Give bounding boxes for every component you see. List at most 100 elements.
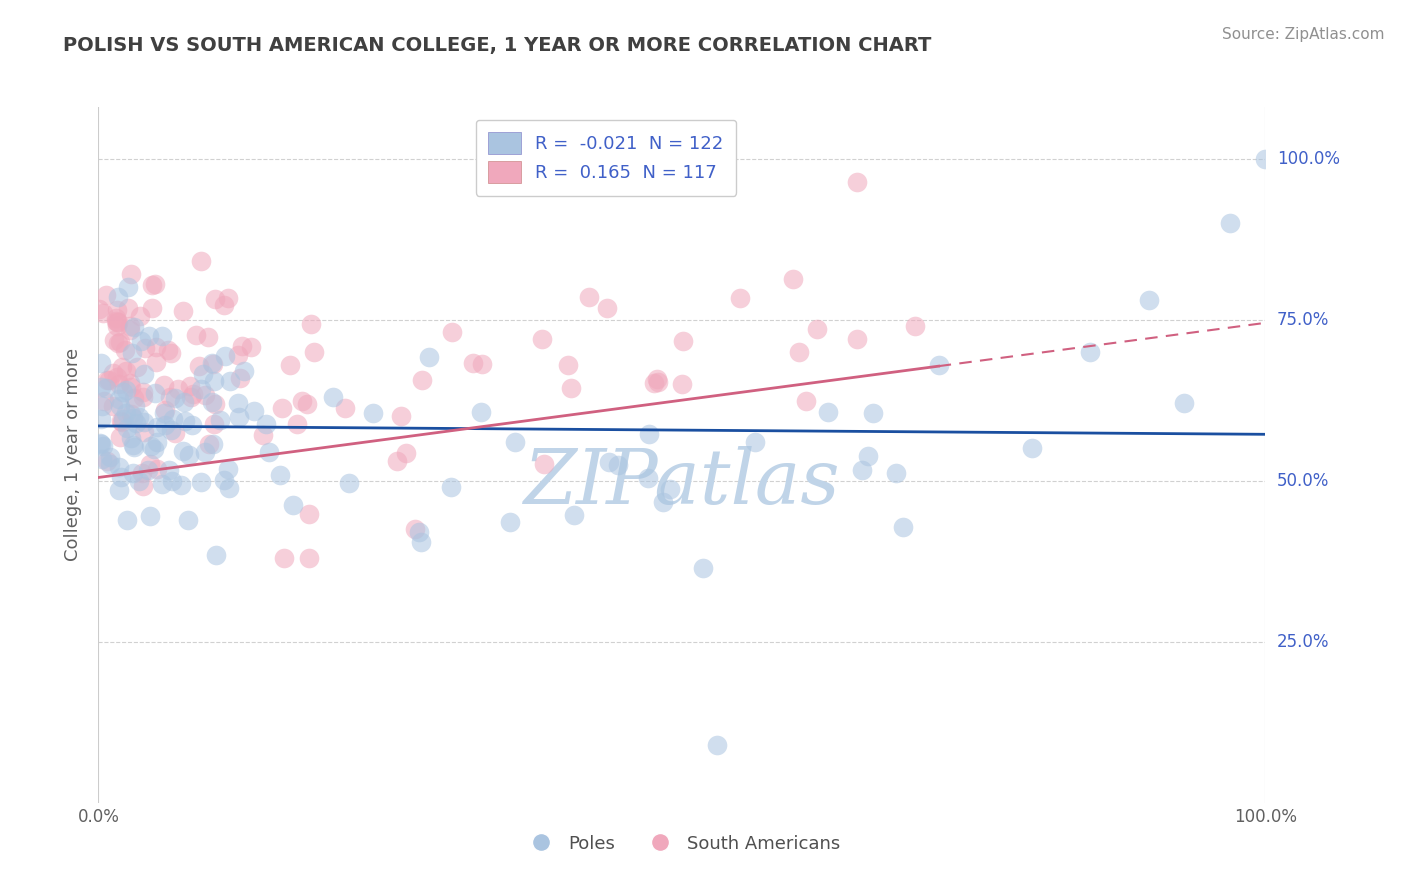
Point — [229, 370, 252, 384]
Y-axis label: College, 1 year or more: College, 1 year or more — [65, 349, 83, 561]
Point — [194, 388, 217, 402]
Point — [156, 343, 179, 357]
Point — [408, 524, 430, 539]
Point — [440, 325, 463, 339]
Point — [90, 437, 112, 451]
Point — [143, 385, 166, 400]
Point — [107, 315, 129, 329]
Point — [150, 476, 173, 491]
Point — [285, 417, 308, 431]
Point — [110, 470, 132, 484]
Point — [115, 421, 138, 435]
Point — [228, 410, 250, 425]
Point — [122, 440, 145, 454]
Point — [129, 334, 152, 349]
Point — [103, 366, 125, 380]
Point — [295, 397, 318, 411]
Point — [361, 406, 384, 420]
Point — [787, 344, 810, 359]
Point — [188, 359, 211, 374]
Point — [659, 482, 682, 496]
Point — [239, 340, 262, 354]
Point — [128, 474, 150, 488]
Point — [143, 442, 166, 457]
Text: POLISH VS SOUTH AMERICAN COLLEGE, 1 YEAR OR MORE CORRELATION CHART: POLISH VS SOUTH AMERICAN COLLEGE, 1 YEAR… — [63, 36, 932, 54]
Point — [160, 346, 183, 360]
Point — [530, 332, 553, 346]
Point — [928, 358, 950, 372]
Point — [120, 267, 142, 281]
Point — [862, 406, 884, 420]
Point — [128, 410, 150, 425]
Point — [299, 318, 322, 332]
Point — [193, 444, 215, 458]
Point — [322, 390, 344, 404]
Point — [90, 356, 112, 370]
Point — [105, 315, 128, 329]
Point — [108, 459, 131, 474]
Point — [115, 513, 138, 527]
Point — [111, 360, 134, 375]
Text: ZIPatlas: ZIPatlas — [523, 446, 841, 520]
Point — [112, 384, 135, 399]
Point — [337, 475, 360, 490]
Point — [114, 343, 136, 358]
Point — [212, 473, 235, 487]
Point — [145, 340, 167, 354]
Point — [202, 417, 225, 431]
Point — [169, 477, 191, 491]
Point — [884, 466, 907, 480]
Point — [115, 383, 138, 397]
Point — [131, 390, 153, 404]
Point — [470, 404, 492, 418]
Point — [252, 427, 274, 442]
Point — [806, 322, 828, 336]
Point — [254, 417, 277, 432]
Point — [125, 359, 148, 374]
Point — [204, 292, 226, 306]
Point — [596, 301, 619, 315]
Point — [218, 481, 240, 495]
Point — [160, 423, 183, 437]
Point — [118, 323, 141, 337]
Point — [145, 355, 167, 369]
Point — [108, 392, 131, 406]
Point — [108, 399, 131, 413]
Point — [201, 356, 224, 370]
Point — [91, 399, 114, 413]
Point — [163, 425, 186, 440]
Point — [205, 549, 228, 563]
Point — [153, 377, 176, 392]
Point — [418, 350, 440, 364]
Point — [212, 298, 235, 312]
Point — [706, 738, 728, 752]
Point — [637, 470, 659, 484]
Point — [177, 448, 200, 462]
Point — [389, 409, 412, 423]
Point — [228, 395, 250, 409]
Point — [1173, 396, 1195, 410]
Point — [131, 384, 153, 399]
Point — [120, 319, 142, 334]
Point — [298, 507, 321, 521]
Point — [120, 407, 142, 421]
Point — [281, 498, 304, 512]
Point — [728, 292, 751, 306]
Text: 75.0%: 75.0% — [1277, 310, 1330, 328]
Point — [152, 406, 174, 420]
Point — [120, 431, 142, 445]
Point — [190, 383, 212, 397]
Point — [107, 290, 129, 304]
Point — [180, 391, 202, 405]
Point — [404, 522, 426, 536]
Point — [217, 291, 239, 305]
Point — [598, 455, 620, 469]
Point — [139, 457, 162, 471]
Point — [671, 377, 693, 392]
Point — [122, 438, 145, 452]
Point — [134, 425, 156, 439]
Point — [108, 376, 131, 391]
Point — [105, 302, 128, 317]
Point — [652, 494, 675, 508]
Point — [110, 334, 132, 349]
